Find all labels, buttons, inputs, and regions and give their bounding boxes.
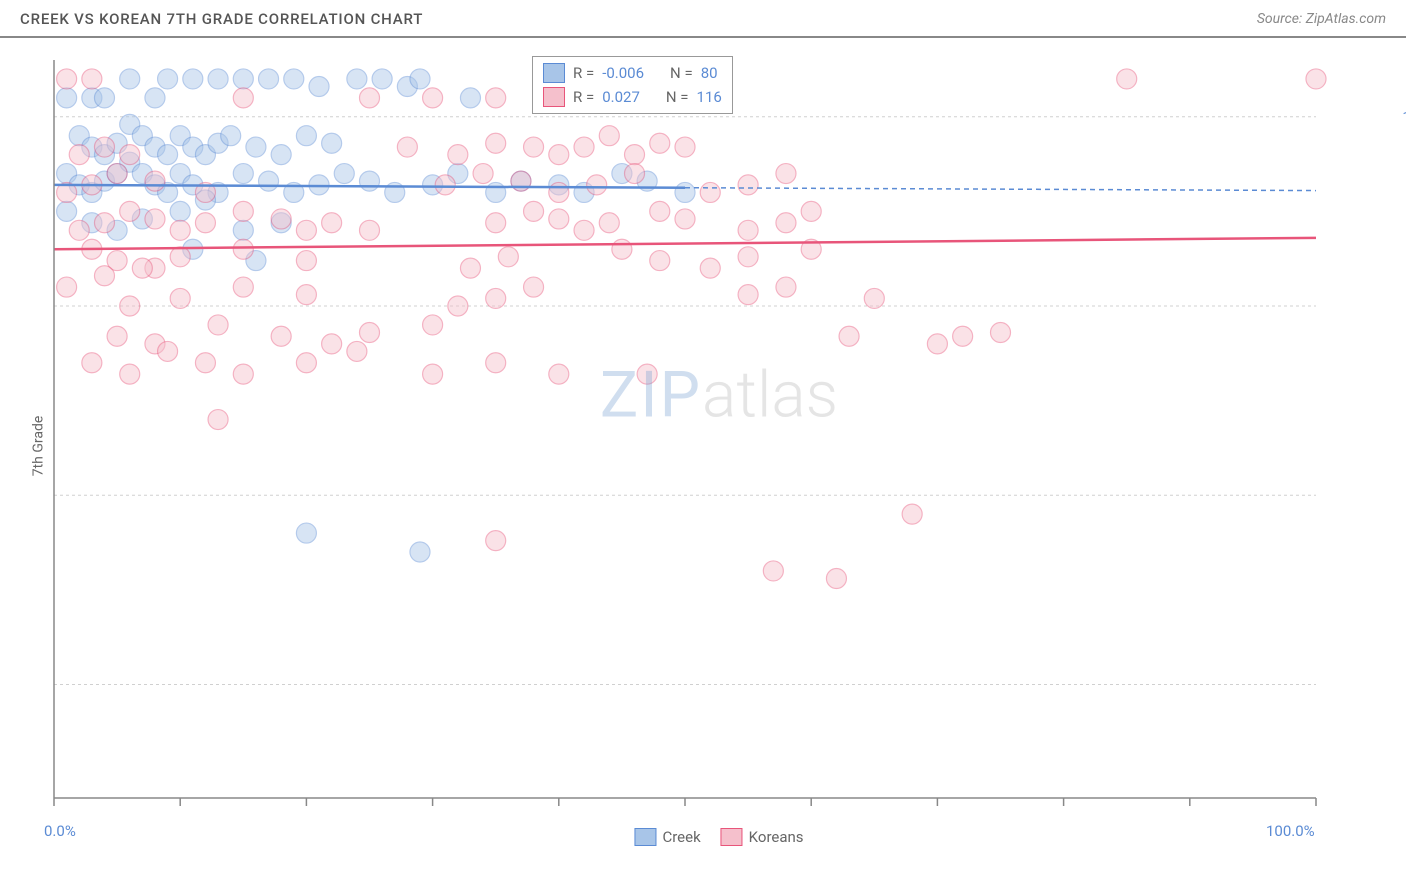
legend-stats-row-koreans: R = 0.027 N = 116: [543, 85, 722, 109]
koreans-label: Koreans: [749, 828, 804, 846]
x-tick-label: 100.0%: [1266, 822, 1315, 840]
legend-stats-row-creek: R = -0.006 N = 80: [543, 61, 722, 85]
koreans-r-value: 0.027: [602, 88, 640, 106]
r-label: R =: [573, 88, 594, 106]
creek-swatch: [634, 828, 656, 846]
creek-r-value: -0.006: [602, 64, 644, 82]
koreans-swatch: [721, 828, 743, 846]
scatter-plot: [52, 48, 1386, 818]
legend-item-creek: Creek: [634, 828, 700, 846]
source-attribution: Source: ZipAtlas.com: [1257, 11, 1386, 27]
creek-label: Creek: [662, 828, 700, 846]
chart-title: CREEK VS KOREAN 7TH GRADE CORRELATION CH…: [20, 10, 423, 28]
chart-header: CREEK VS KOREAN 7TH GRADE CORRELATION CH…: [0, 0, 1406, 38]
legend-stats: R = -0.006 N = 80 R = 0.027 N = 116: [532, 56, 733, 114]
creek-n-value: 80: [701, 64, 718, 82]
source-value: ZipAtlas.com: [1306, 11, 1386, 27]
x-tick-label: 0.0%: [44, 822, 76, 840]
y-axis-label: 7th Grade: [30, 416, 46, 477]
koreans-n-value: 116: [697, 88, 722, 106]
y-tick-label: 100.0%: [1402, 108, 1406, 126]
legend-item-koreans: Koreans: [721, 828, 804, 846]
source-label: Source:: [1257, 11, 1302, 27]
koreans-swatch: [543, 87, 565, 107]
legend-series: Creek Koreans: [634, 828, 803, 846]
r-label: R =: [573, 64, 594, 82]
chart-area: ZIPatlas R = -0.006 N = 80 R = 0.027 N =…: [52, 48, 1386, 818]
n-label: N =: [666, 88, 689, 106]
n-label: N =: [670, 64, 693, 82]
creek-swatch: [543, 63, 565, 83]
